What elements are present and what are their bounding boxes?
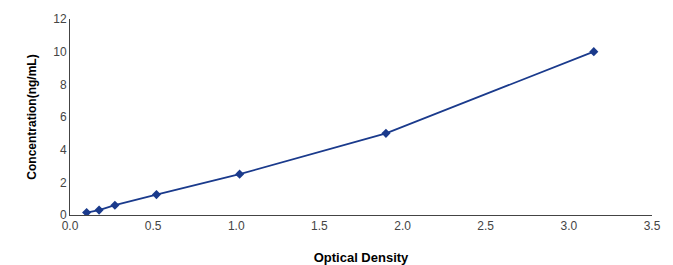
svg-text:2.5: 2.5 (477, 219, 494, 233)
svg-text:3.5: 3.5 (644, 219, 661, 233)
svg-text:2.0: 2.0 (394, 219, 411, 233)
svg-text:1.0: 1.0 (228, 219, 245, 233)
svg-text:0: 0 (60, 208, 67, 222)
svg-text:Concentration(ng/mL): Concentration(ng/mL) (25, 54, 39, 179)
svg-text:4: 4 (60, 143, 67, 157)
svg-text:8: 8 (60, 78, 67, 92)
svg-text:0.0: 0.0 (62, 219, 79, 233)
svg-text:3.0: 3.0 (561, 219, 578, 233)
svg-text:12: 12 (53, 12, 67, 26)
svg-text:6: 6 (60, 110, 67, 124)
svg-text:1.5: 1.5 (311, 219, 328, 233)
svg-text:Optical Density: Optical Density (314, 250, 409, 265)
svg-text:10: 10 (53, 45, 67, 59)
svg-text:2: 2 (60, 176, 67, 190)
svg-text:0.5: 0.5 (145, 219, 162, 233)
